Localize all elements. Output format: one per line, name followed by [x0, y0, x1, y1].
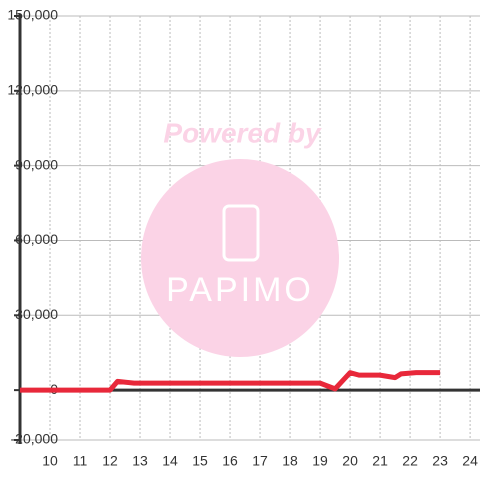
- x-tick-label: 15: [192, 453, 208, 469]
- y-tick-label: 120,000: [7, 82, 58, 98]
- x-tick-label: 21: [372, 453, 388, 469]
- watermark-phone: [222, 204, 260, 262]
- x-tick-label: 14: [162, 453, 178, 469]
- x-tick-label: 10: [42, 453, 58, 469]
- y-tick-label: 60,000: [15, 231, 58, 247]
- x-tick-label: 22: [402, 453, 418, 469]
- x-tick-label: 19: [312, 453, 328, 469]
- x-tick-label: 20: [342, 453, 358, 469]
- watermark-text: Powered by: [163, 117, 322, 148]
- x-tick-label: 13: [132, 453, 148, 469]
- x-tick-label: 18: [282, 453, 298, 469]
- x-tick-label: 17: [252, 453, 268, 469]
- x-tick-label: 16: [222, 453, 238, 469]
- data-line: [20, 370, 441, 393]
- x-tick-label: 12: [102, 453, 118, 469]
- y-tick-label: 90,000: [15, 156, 58, 172]
- y-tick-label: 30,000: [15, 306, 58, 322]
- watermark: Powered by PAPIMO: [141, 117, 339, 357]
- y-tick-label: 150,000: [7, 7, 58, 23]
- y-tick-label: -20,000: [11, 431, 59, 447]
- x-tick-label: 24: [462, 453, 478, 469]
- x-tick-label: 23: [432, 453, 448, 469]
- watermark-logo: PAPIMO: [166, 271, 314, 309]
- x-tick-label: 11: [73, 453, 88, 469]
- watermark-circle: [141, 159, 339, 357]
